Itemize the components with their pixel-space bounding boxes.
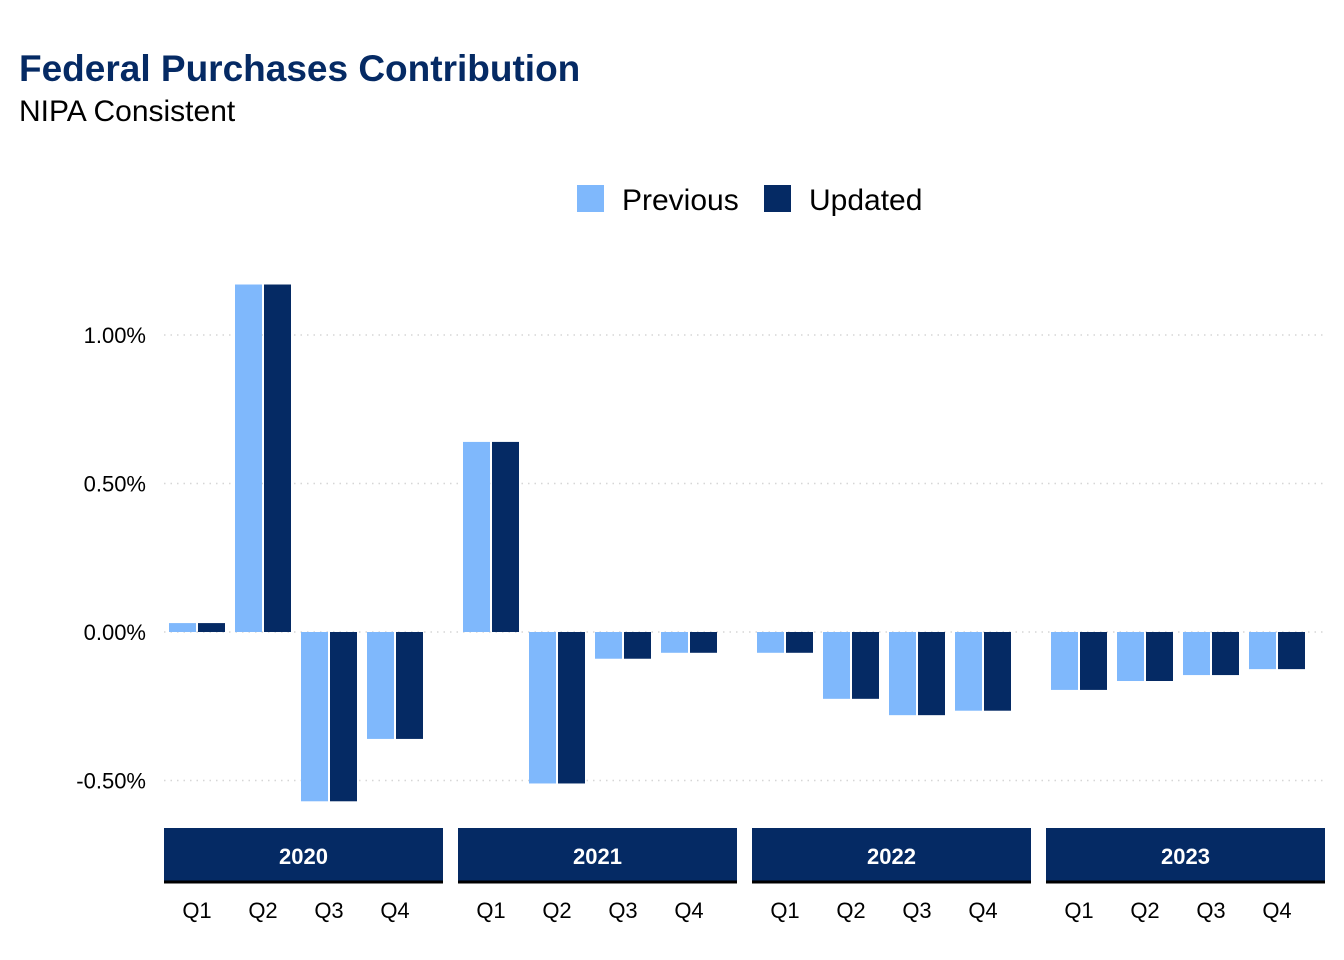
bar-updated [984, 632, 1011, 711]
x-tick-label: Q3 [608, 898, 637, 923]
bar-previous [169, 623, 196, 632]
bar-previous [757, 632, 784, 653]
bar-previous [529, 632, 556, 784]
bar-previous [823, 632, 850, 699]
bar-updated [330, 632, 357, 802]
bar-updated [492, 441, 519, 632]
bar-updated [690, 632, 717, 653]
panel-label: 2023 [1161, 844, 1210, 869]
x-tick-label: Q1 [476, 898, 505, 923]
legend-label-previous: Previous [622, 184, 739, 217]
panel-strip [164, 828, 443, 882]
legend-label-updated: Updated [809, 184, 922, 217]
x-tick-label: Q4 [674, 898, 703, 923]
x-tick-label: Q2 [542, 898, 571, 923]
x-tick-label: Q3 [1196, 898, 1225, 923]
bar-previous [889, 632, 916, 716]
x-tick-label: Q1 [1064, 898, 1093, 923]
x-tick-label: Q3 [314, 898, 343, 923]
bar-previous [463, 441, 490, 632]
bar-previous [1249, 632, 1276, 670]
legend-swatch-updated [764, 185, 791, 212]
chart-title: Federal Purchases Contribution [19, 48, 581, 89]
bar-updated [1146, 632, 1173, 682]
chart-subtitle: NIPA Consistent [19, 95, 236, 128]
bar-previous [661, 632, 688, 653]
bar-previous [1051, 632, 1078, 690]
bar-updated [396, 632, 423, 739]
bar-updated [786, 632, 813, 653]
legend-swatch-previous [577, 185, 604, 212]
panel-label: 2022 [867, 844, 916, 869]
y-tick-label: 0.00% [84, 620, 146, 645]
y-tick-label: 1.00% [84, 323, 146, 348]
bar-previous [955, 632, 982, 711]
bar-updated [624, 632, 651, 659]
bar-updated [1278, 632, 1305, 670]
bar-previous [235, 284, 262, 632]
bar-updated [198, 623, 225, 632]
bar-updated [1080, 632, 1107, 690]
y-tick-label: -0.50% [76, 769, 146, 794]
x-tick-label: Q4 [380, 898, 409, 923]
x-tick-label: Q3 [902, 898, 931, 923]
panel-strip [458, 828, 737, 882]
panel-strip [752, 828, 1031, 882]
bar-updated [852, 632, 879, 699]
bar-previous [1183, 632, 1210, 676]
x-tick-label: Q2 [248, 898, 277, 923]
bar-updated [264, 284, 291, 632]
x-tick-label: Q4 [968, 898, 997, 923]
panel-label: 2020 [279, 844, 328, 869]
bar-previous [1117, 632, 1144, 682]
bar-previous [367, 632, 394, 739]
bar-updated [918, 632, 945, 716]
bar-updated [558, 632, 585, 784]
x-tick-label: Q2 [836, 898, 865, 923]
x-tick-label: Q2 [1130, 898, 1159, 923]
y-tick-label: 0.50% [84, 472, 146, 497]
bar-previous [301, 632, 328, 802]
x-tick-label: Q1 [770, 898, 799, 923]
bar-previous [595, 632, 622, 659]
x-tick-label: Q4 [1262, 898, 1291, 923]
panel-strip [1046, 828, 1325, 882]
x-tick-label: Q1 [182, 898, 211, 923]
panel-label: 2021 [573, 844, 622, 869]
bar-updated [1212, 632, 1239, 676]
